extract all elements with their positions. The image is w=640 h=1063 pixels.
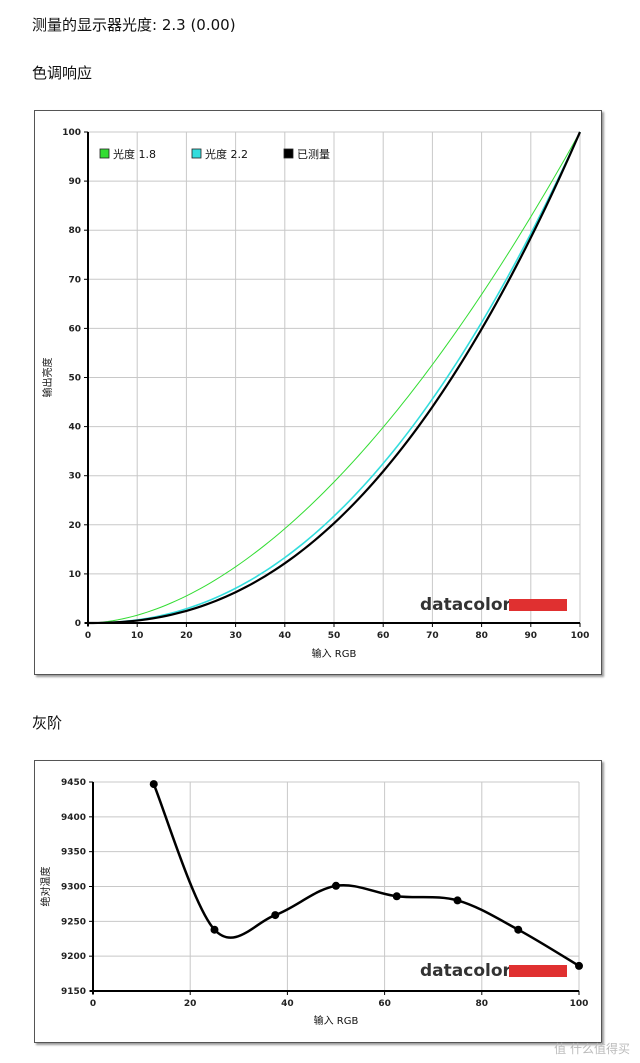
datacolor-logo-text: datacolor — [420, 595, 512, 615]
x-tick-label: 0 — [85, 631, 91, 641]
data-point — [575, 961, 583, 970]
y-tick-label: 20 — [68, 521, 81, 531]
y-tick-label: 40 — [68, 423, 81, 433]
legend-swatch — [99, 148, 110, 159]
x-tick-label: 60 — [378, 999, 391, 1009]
x-tick-label: 100 — [571, 631, 590, 641]
site-watermark: 值 什么值得买 — [554, 1042, 630, 1056]
x-tick-label: 20 — [184, 999, 197, 1009]
x-tick-label: 90 — [525, 631, 538, 641]
tone-response-title: 色调响应 — [32, 64, 93, 82]
x-tick-label: 100 — [570, 999, 589, 1009]
x-axis-title: 输入 RGB — [314, 1014, 359, 1027]
x-tick-label: 80 — [476, 999, 489, 1009]
y-tick-label: 9400 — [61, 813, 86, 823]
legend-label: 已测量 — [297, 148, 330, 161]
series-line — [87, 131, 581, 624]
tone-response-chart: 0 10 20 30 40 50 60 70 80 90 100 0 10 20 30 40 50 60 70 80 9… — [41, 128, 590, 660]
x-tick-label: 70 — [426, 631, 439, 641]
grayscale-title: 灰阶 — [32, 714, 63, 732]
legend-swatch — [283, 148, 294, 159]
x-tick-label: 50 — [328, 631, 341, 641]
data-point — [271, 911, 280, 920]
legend-label: 光度 1.8 — [113, 147, 156, 161]
tone-response-panel: 0 10 20 30 40 50 60 70 80 90 100 0 10 20 30 40 50 60 70 80 9… — [34, 110, 602, 675]
y-tick-label: 9250 — [61, 917, 86, 927]
y-tick-label: 100 — [62, 128, 81, 138]
x-tick-label: 60 — [377, 631, 390, 641]
y-axis-title: 绝对温度 — [39, 867, 52, 907]
y-tick-label: 9200 — [61, 952, 86, 962]
x-tick-label: 0 — [90, 999, 96, 1009]
grayscale-temperature-chart: 0 20 40 60 80 100 9150 9200 9250 9300 9350 9400 9450… — [39, 778, 589, 1027]
y-tick-label: 10 — [68, 570, 81, 580]
x-axis-title: 输入 RGB — [312, 647, 357, 660]
datacolor-logo-text: datacolor — [420, 961, 512, 981]
y-tick-label: 0 — [75, 619, 81, 629]
data-point — [392, 892, 401, 901]
y-axis-title: 输出亮度 — [41, 358, 54, 398]
y-tick-label: 60 — [68, 324, 81, 334]
datacolor-logo-bar — [509, 965, 567, 977]
x-tick-label: 30 — [229, 631, 242, 641]
series-line — [152, 783, 580, 967]
y-tick-label: 9450 — [61, 778, 86, 788]
grayscale-panel: 0 20 40 60 80 100 9150 9200 9250 9300 9350 9400 9450… — [34, 760, 602, 1043]
y-tick-label: 70 — [68, 275, 81, 285]
data-point — [453, 896, 462, 905]
data-point — [149, 780, 158, 789]
x-tick-label: 20 — [180, 631, 193, 641]
measured-gamma-text: 测量的显示器光度: 2.3 (0.00) — [32, 16, 236, 34]
legend-swatch — [191, 148, 202, 159]
series-line — [87, 131, 582, 625]
y-tick-label: 50 — [68, 374, 81, 384]
x-tick-label: 10 — [131, 631, 144, 641]
y-tick-label: 9350 — [61, 848, 86, 858]
y-tick-label: 30 — [68, 472, 81, 482]
x-tick-label: 40 — [279, 631, 292, 641]
y-tick-label: 90 — [68, 177, 81, 187]
x-tick-label: 80 — [475, 631, 488, 641]
data-point — [210, 925, 219, 934]
y-tick-label: 9150 — [61, 987, 86, 997]
series-line — [87, 131, 581, 624]
y-tick-label: 80 — [68, 226, 81, 236]
datacolor-logo-bar — [509, 599, 567, 611]
y-tick-label: 9300 — [61, 883, 86, 893]
x-tick-label: 40 — [281, 999, 294, 1009]
data-point — [514, 925, 523, 934]
data-point — [332, 881, 340, 890]
legend-label: 光度 2.2 — [205, 147, 248, 161]
